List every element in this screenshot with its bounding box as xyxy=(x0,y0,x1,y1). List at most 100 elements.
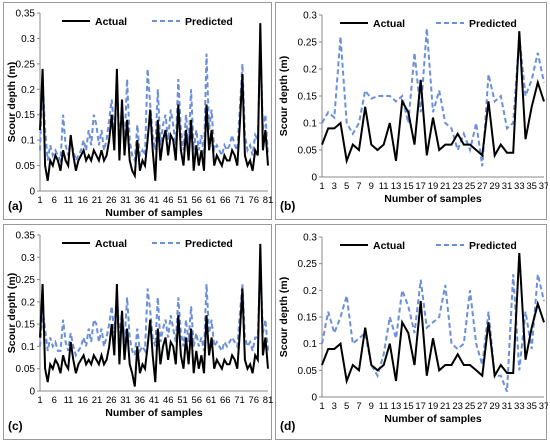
series-line-actual xyxy=(321,252,545,385)
y-tick-label: 0.2 xyxy=(21,297,35,308)
y-tick-label: 0.15 xyxy=(298,313,318,324)
x-tick-label: 17 xyxy=(415,401,426,412)
x-tick-label: 33 xyxy=(514,181,525,192)
y-tick-label: 0.1 xyxy=(303,339,317,350)
panel-d: 0 0.05 0.1 0.15 0.2 0.25 0.3 1 3 5 7 9 11 13 15 17 19 21 2… xyxy=(275,224,548,440)
y-tick-label: 0.25 xyxy=(298,259,318,270)
panel-c: 0 0.05 0.1 0.15 0.2 0.25 0.3 0.35 1 6 11 16 21 26 31 36… xyxy=(3,224,273,440)
x-tick-label: 25 xyxy=(465,401,476,412)
x-tick-label: 31 xyxy=(502,181,513,192)
x-tick-label: 5 xyxy=(344,401,349,412)
x-tick-label: 11 xyxy=(64,395,74,406)
x-tick-label: 9 xyxy=(369,401,374,412)
y-tick-label: 0.2 xyxy=(303,65,317,76)
chart-0: 00.050.10.150.20.250.30.351 6 11 16 21 26 31 36… xyxy=(6,9,273,220)
panel-label: (d) xyxy=(280,419,295,433)
y-tick-label: 0.25 xyxy=(16,275,36,286)
y-tick-label: 0.1 xyxy=(21,342,35,353)
y-axis-label: Scour depth (m) xyxy=(6,62,18,143)
legend-label-predicted: Predicted xyxy=(185,16,233,28)
y-tick-label: 0.25 xyxy=(298,38,318,49)
x-tick-label: 17 xyxy=(415,181,426,192)
x-tick-label: 71 xyxy=(234,395,245,406)
y-axis-label: Scour depth (m) xyxy=(6,273,18,354)
y-tick-label: 0.25 xyxy=(16,59,36,70)
legend-label-predicted: Predicted xyxy=(469,240,517,252)
x-tick-label: 9 xyxy=(369,181,374,192)
x-tick-label: 15 xyxy=(403,401,414,412)
x-tick-label: 76 xyxy=(248,395,259,406)
x-tick-label: 15 xyxy=(403,181,414,192)
x-tick-label: 66 xyxy=(220,395,231,406)
chart-2: 00.050.10.150.20.250.30.351 6 11 16 21 26 31 36… xyxy=(6,231,273,434)
x-tick-label: 71 xyxy=(234,195,245,206)
x-tick-label: 41 xyxy=(149,395,160,406)
x-tick-label: 51 xyxy=(177,195,188,206)
y-tick-label: 0 xyxy=(311,393,317,404)
x-tick-label: 35 xyxy=(526,401,537,412)
x-tick-label: 61 xyxy=(206,395,217,406)
x-tick-label: 31 xyxy=(502,401,513,412)
x-tick-label: 23 xyxy=(452,181,463,192)
x-tick-label: 56 xyxy=(191,395,202,406)
x-tick-label: 6 xyxy=(52,195,57,206)
legend-label-actual: Actual xyxy=(373,240,405,252)
y-tick-label: 0.05 xyxy=(298,366,318,377)
x-tick-label: 11 xyxy=(64,195,74,206)
x-tick-label: 16 xyxy=(77,395,88,406)
y-tick-label: 0.15 xyxy=(298,92,318,103)
x-axis-label: Number of samples xyxy=(105,407,203,419)
x-tick-label: 26 xyxy=(106,195,117,206)
x-tick-label: 81 xyxy=(263,195,273,206)
x-tick-label: 1 xyxy=(319,401,324,412)
panel-a: 0 0.05 0.1 0.15 0.2 0.25 0.3 0.35 1 6 11 16 21 26 31 36… xyxy=(3,2,273,220)
legend-label-actual: Actual xyxy=(373,18,405,30)
x-tick-label: 76 xyxy=(248,195,259,206)
chart-1: 00.050.10.150.20.250.31 3 5 7 9 11 13 15 17 19 21 2… xyxy=(278,11,548,214)
x-tick-label: 46 xyxy=(163,395,174,406)
x-tick-label: 27 xyxy=(477,401,488,412)
x-tick-label: 37 xyxy=(539,401,548,412)
x-tick-label: 56 xyxy=(191,195,202,206)
x-tick-label: 5 xyxy=(344,181,349,192)
y-tick-label: 0.2 xyxy=(303,286,317,297)
x-tick-label: 29 xyxy=(489,401,500,412)
series-line-predicted xyxy=(39,38,269,165)
x-tick-label: 46 xyxy=(163,195,174,206)
panel-label: (c) xyxy=(8,419,23,433)
x-axis-label: Number of samples xyxy=(384,193,482,205)
y-tick-label: 0.3 xyxy=(303,233,317,244)
x-tick-label: 21 xyxy=(92,395,103,406)
y-tick-label: 0.05 xyxy=(298,146,318,157)
legend-label-predicted: Predicted xyxy=(469,18,517,30)
y-tick-label: 0.35 xyxy=(16,231,36,242)
x-axis-label: Number of samples xyxy=(384,413,482,425)
x-tick-label: 13 xyxy=(391,181,402,192)
y-tick-label: 0.3 xyxy=(21,253,35,264)
series-line-predicted xyxy=(39,261,269,359)
x-tick-label: 27 xyxy=(477,181,488,192)
legend-label-predicted: Predicted xyxy=(185,238,233,250)
y-tick-label: 0.05 xyxy=(16,161,36,172)
x-tick-label: 1 xyxy=(37,395,42,406)
y-tick-label: 0 xyxy=(29,187,35,198)
y-tick-label: 0.05 xyxy=(16,364,36,375)
y-axis-label: Scour depth (m) xyxy=(278,56,290,137)
x-tick-label: 36 xyxy=(134,395,145,406)
x-tick-label: 7 xyxy=(356,181,361,192)
panel-label: (b) xyxy=(280,199,295,213)
x-tick-label: 6 xyxy=(52,395,57,406)
x-tick-label: 21 xyxy=(440,401,451,412)
x-tick-label: 3 xyxy=(332,181,337,192)
x-tick-label: 21 xyxy=(92,195,103,206)
x-tick-label: 7 xyxy=(356,401,361,412)
x-tick-label: 31 xyxy=(120,195,131,206)
x-tick-label: 1 xyxy=(37,195,42,206)
y-tick-label: 0.3 xyxy=(21,34,35,45)
x-tick-label: 13 xyxy=(391,401,402,412)
series-line-predicted xyxy=(321,28,545,167)
y-tick-label: 0.1 xyxy=(303,119,317,130)
x-tick-label: 36 xyxy=(134,195,145,206)
series-line-actual xyxy=(321,31,545,165)
x-tick-label: 11 xyxy=(379,181,389,192)
